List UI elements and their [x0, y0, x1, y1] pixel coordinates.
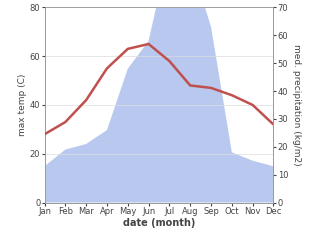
- Y-axis label: max temp (C): max temp (C): [18, 74, 27, 136]
- X-axis label: date (month): date (month): [123, 219, 195, 228]
- Y-axis label: med. precipitation (kg/m2): med. precipitation (kg/m2): [293, 44, 301, 166]
